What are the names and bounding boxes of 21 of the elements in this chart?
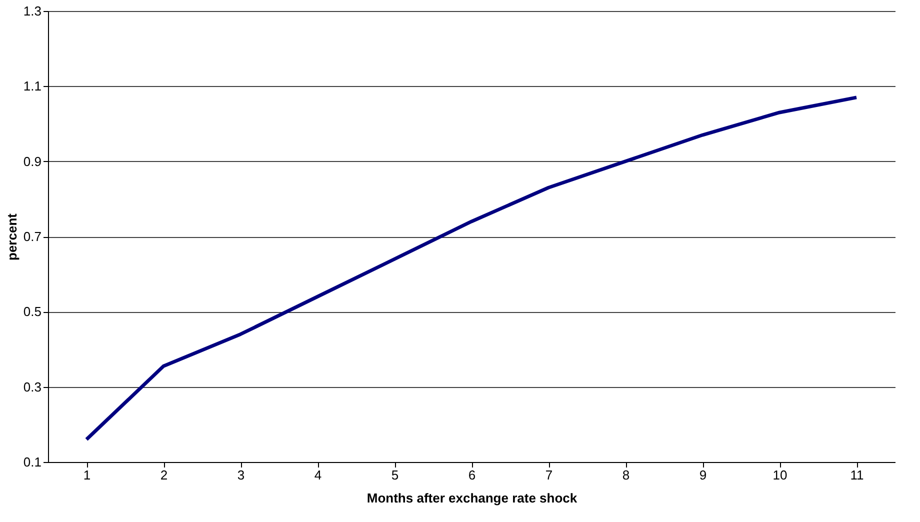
- line-series: [84, 96, 858, 442]
- x-tick-label: 11: [850, 468, 864, 482]
- x-tick-label: 10: [772, 468, 788, 482]
- y-axis-title: percent: [4, 212, 20, 260]
- y-tick-label: 0.5: [23, 304, 42, 320]
- x-tick-label: 9: [699, 468, 707, 482]
- x-tick-label: 2: [160, 468, 168, 482]
- x-axis-title: Months after exchange rate shock: [366, 490, 578, 506]
- y-tick-label: 1.3: [23, 4, 42, 18]
- x-tick-label: 6: [468, 468, 476, 482]
- x-tick-label: 7: [545, 468, 553, 482]
- x-tick-label: 1: [83, 468, 91, 482]
- y-tick-label: 1.1: [23, 78, 42, 94]
- y-tick-label: 0.7: [23, 229, 42, 244]
- x-tick-label: 4: [314, 468, 322, 482]
- y-tick-label: 0.3: [23, 379, 42, 394]
- y-tick-label: 0.1: [23, 454, 42, 470]
- x-tick-label: 3: [237, 468, 245, 482]
- y-tick-label: 0.9: [23, 154, 42, 169]
- x-tick-label: 5: [391, 468, 399, 482]
- x-tick-label: 8: [622, 468, 630, 482]
